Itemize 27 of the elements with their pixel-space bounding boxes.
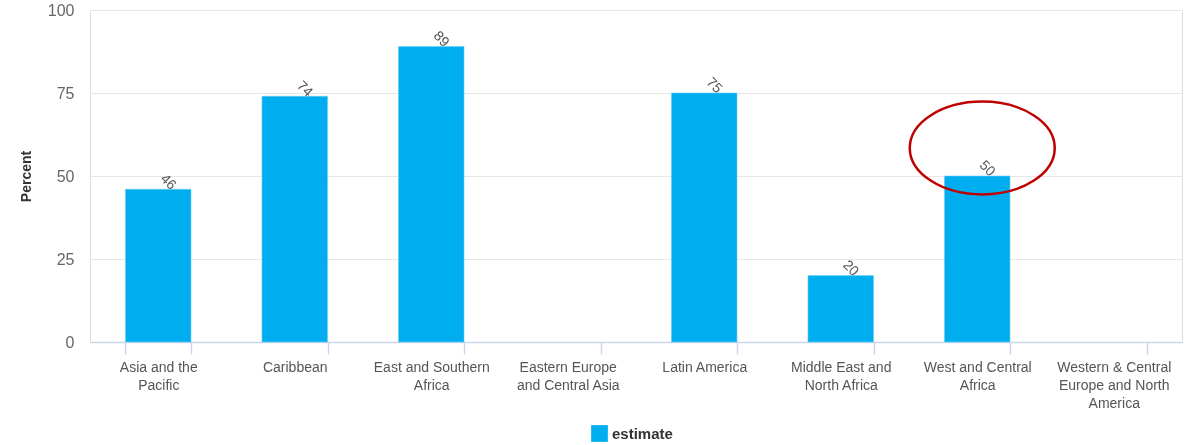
x-tick-label: West and Central Africa xyxy=(923,358,1032,393)
bar xyxy=(807,275,874,343)
data-label: 46 xyxy=(157,170,181,193)
bar xyxy=(671,92,738,343)
y-tick-label: 100 xyxy=(47,1,75,19)
y-tick-label: 50 xyxy=(56,167,75,185)
bar xyxy=(944,175,1011,343)
data-label: 50 xyxy=(976,156,1000,180)
y-axis-title: Percent xyxy=(17,150,34,203)
x-tick-label: Eastern Europe and Central Asia xyxy=(516,358,620,393)
x-tick-label: Western & Central Europe and North America xyxy=(1057,358,1172,411)
x-tick-label: Caribbean xyxy=(262,358,328,375)
x-tick-label: Middle East and North Africa xyxy=(791,358,892,393)
x-tick-label: Asia and the Pacific xyxy=(119,358,198,393)
bar xyxy=(125,188,192,343)
data-label: 75 xyxy=(703,73,727,97)
y-tick-label: 0 xyxy=(65,333,75,351)
data-label: 89 xyxy=(430,27,454,50)
data-label: 20 xyxy=(840,256,863,279)
y-tick-label: 25 xyxy=(56,250,75,268)
y-tick-label: 75 xyxy=(56,84,75,102)
x-tick-label: Latin America xyxy=(662,358,748,375)
bar xyxy=(398,46,465,343)
bar xyxy=(261,96,328,343)
data-label: 74 xyxy=(294,77,317,100)
legend-label: estimate xyxy=(612,424,673,442)
x-tick-label: East and Southern Africa xyxy=(373,358,490,393)
